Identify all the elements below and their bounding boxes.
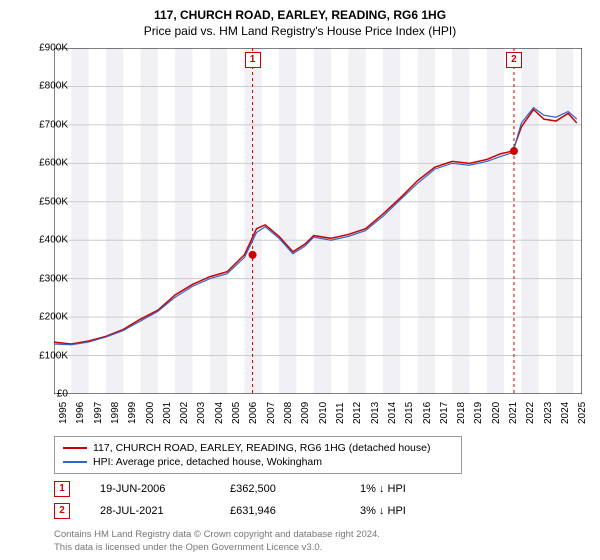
sales-table: 1 19-JUN-2006 £362,500 1% ↓ HPI 2 28-JUL-2021… xyxy=(54,478,460,522)
legend-swatch xyxy=(63,447,87,449)
x-tick-label: 2012 xyxy=(352,402,363,424)
footer-line1: Contains HM Land Registry data © Crown c… xyxy=(54,529,380,541)
legend-row: 117, CHURCH ROAD, EARLEY, READING, RG6 1… xyxy=(63,441,453,455)
x-tick-label: 2009 xyxy=(300,402,311,424)
legend-label: 117, CHURCH ROAD, EARLEY, READING, RG6 1… xyxy=(93,442,431,454)
x-tick-label: 2022 xyxy=(525,402,536,424)
x-tick-label: 1997 xyxy=(93,402,104,424)
sale-date: 28-JUL-2021 xyxy=(100,505,200,517)
chart-subtitle: Price paid vs. HM Land Registry's House … xyxy=(0,22,600,38)
sale-price: £362,500 xyxy=(230,483,330,495)
x-tick-label: 2001 xyxy=(162,402,173,424)
legend-row: HPI: Average price, detached house, Woki… xyxy=(63,455,453,469)
x-tick-label: 2005 xyxy=(231,402,242,424)
x-tick-label: 2019 xyxy=(473,402,484,424)
x-tick-label: 2021 xyxy=(508,402,519,424)
y-tick-label: £100K xyxy=(18,350,68,361)
x-tick-label: 2007 xyxy=(266,402,277,424)
sale-row: 1 19-JUN-2006 £362,500 1% ↓ HPI xyxy=(54,478,460,500)
x-tick-label: 1995 xyxy=(58,402,69,424)
price-chart-container: 117, CHURCH ROAD, EARLEY, READING, RG6 1… xyxy=(0,0,600,560)
chart-title: 117, CHURCH ROAD, EARLEY, READING, RG6 1… xyxy=(0,0,600,22)
sale-diff: 3% ↓ HPI xyxy=(360,505,460,517)
x-tick-label: 2015 xyxy=(404,402,415,424)
x-tick-label: 2008 xyxy=(283,402,294,424)
sale-diff: 1% ↓ HPI xyxy=(360,483,460,495)
sale-date: 19-JUN-2006 xyxy=(100,483,200,495)
sale-price: £631,946 xyxy=(230,505,330,517)
x-tick-label: 1999 xyxy=(127,402,138,424)
x-tick-label: 2011 xyxy=(335,402,346,424)
chart-plot-area xyxy=(54,48,582,394)
x-tick-label: 2006 xyxy=(248,402,259,424)
x-tick-label: 2024 xyxy=(560,402,571,424)
sale-marker-2: 2 xyxy=(506,52,522,68)
x-tick-label: 2023 xyxy=(543,402,554,424)
y-tick-label: £300K xyxy=(18,273,68,284)
x-tick-label: 2018 xyxy=(456,402,467,424)
chart-svg xyxy=(54,48,582,394)
sale-row: 2 28-JUL-2021 £631,946 3% ↓ HPI xyxy=(54,500,460,522)
x-tick-label: 2003 xyxy=(196,402,207,424)
y-tick-label: £600K xyxy=(18,158,68,169)
x-tick-label: 2020 xyxy=(491,402,502,424)
x-tick-label: 2000 xyxy=(145,402,156,424)
y-tick-label: £700K xyxy=(18,119,68,130)
legend-swatch xyxy=(63,461,87,463)
y-tick-label: £200K xyxy=(18,312,68,323)
x-tick-label: 2014 xyxy=(387,402,398,424)
x-tick-label: 2002 xyxy=(179,402,190,424)
sale-marker-icon: 1 xyxy=(54,481,70,497)
footer-attribution: Contains HM Land Registry data © Crown c… xyxy=(54,529,380,554)
x-tick-label: 2013 xyxy=(370,402,381,424)
legend-label: HPI: Average price, detached house, Woki… xyxy=(93,456,322,468)
y-tick-label: £900K xyxy=(18,43,68,54)
x-tick-label: 1996 xyxy=(75,402,86,424)
x-tick-label: 2010 xyxy=(318,402,329,424)
x-tick-label: 2004 xyxy=(214,402,225,424)
y-tick-label: £800K xyxy=(18,81,68,92)
sale-marker-icon: 2 xyxy=(54,503,70,519)
x-tick-label: 2016 xyxy=(422,402,433,424)
y-tick-label: £400K xyxy=(18,235,68,246)
sale-marker-1: 1 xyxy=(245,52,261,68)
y-tick-label: £500K xyxy=(18,196,68,207)
x-tick-label: 1998 xyxy=(110,402,121,424)
x-tick-label: 2025 xyxy=(577,402,588,424)
y-tick-label: £0 xyxy=(18,389,68,400)
legend-box: 117, CHURCH ROAD, EARLEY, READING, RG6 1… xyxy=(54,436,462,474)
x-tick-label: 2017 xyxy=(439,402,450,424)
footer-line2: This data is licensed under the Open Gov… xyxy=(54,542,380,554)
